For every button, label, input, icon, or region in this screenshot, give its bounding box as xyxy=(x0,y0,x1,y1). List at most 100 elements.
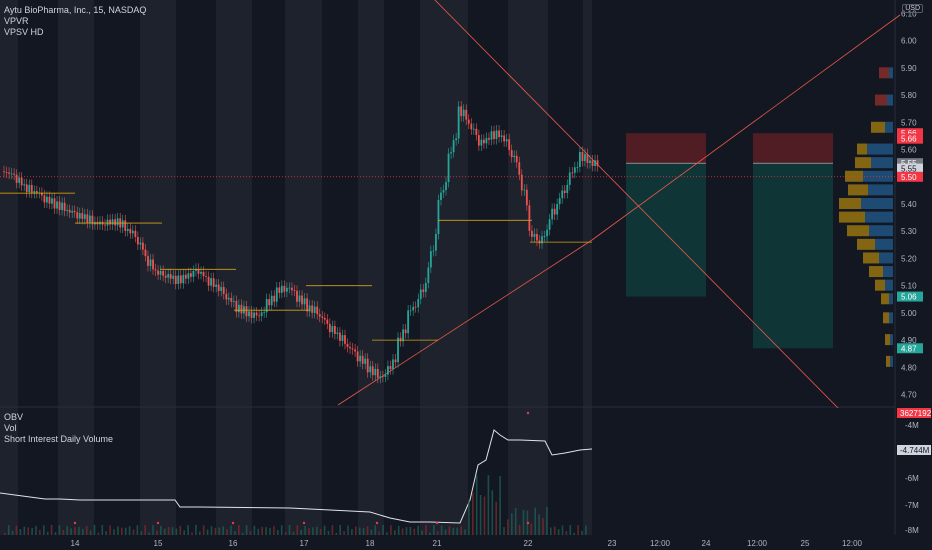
volume-bar xyxy=(553,526,556,535)
time-tick-label: 14 xyxy=(71,539,80,548)
candle-body xyxy=(212,278,215,287)
candle-body xyxy=(475,128,478,136)
candle-body xyxy=(129,228,132,234)
candle-body xyxy=(121,220,124,228)
candle-body xyxy=(498,130,500,138)
candle-body xyxy=(159,270,162,275)
candle-body xyxy=(116,218,119,226)
candle-body xyxy=(202,271,205,277)
volume-bar xyxy=(144,525,146,535)
obv-tag xyxy=(897,408,931,418)
volume-bar xyxy=(183,530,185,535)
volume-bar xyxy=(191,532,193,535)
candle-body xyxy=(525,189,528,206)
volume-bar xyxy=(85,525,88,535)
candle-body xyxy=(139,242,142,245)
volume-bar xyxy=(511,513,513,535)
candle-body xyxy=(551,208,554,220)
symbol-title[interactable]: Aytu BioPharma, Inc., 15, NASDAQ xyxy=(4,5,147,15)
candle-body xyxy=(558,198,561,205)
candle-body xyxy=(432,250,435,252)
candle-body xyxy=(450,152,452,154)
candle-body xyxy=(513,155,516,158)
obv-tick-label: -8M xyxy=(905,526,919,535)
vpvr-bar-up xyxy=(865,211,893,223)
candle-body xyxy=(285,287,288,292)
currency-badge[interactable]: USD xyxy=(902,4,923,13)
candle-body xyxy=(162,270,165,276)
price-tick-label: 6.10 xyxy=(901,9,917,18)
volume-bar xyxy=(448,526,451,535)
price-tick-label: 5.30 xyxy=(901,227,917,236)
volume-bar xyxy=(31,528,33,535)
volume-bar xyxy=(312,527,314,535)
stop-loss-zone xyxy=(753,133,833,164)
candle-body xyxy=(584,154,586,162)
volume-bar xyxy=(101,525,104,535)
volume-bar xyxy=(378,531,380,535)
price-tag-label: 5.55 xyxy=(901,165,917,174)
volume-bar xyxy=(339,525,341,535)
candle-body xyxy=(339,332,341,341)
candle-body xyxy=(258,315,261,317)
candle-body xyxy=(136,236,139,245)
session-band xyxy=(0,0,18,535)
volume-bar xyxy=(167,526,170,535)
vpvr-bar-up xyxy=(869,225,893,237)
volume-bar xyxy=(171,527,174,535)
volume-bar xyxy=(444,529,447,535)
volume-bar xyxy=(323,525,326,535)
volume-bar xyxy=(491,490,494,535)
indicator-obv[interactable]: OBV xyxy=(4,412,24,422)
candle-body xyxy=(573,167,576,173)
candle-body xyxy=(435,234,437,251)
candle-body xyxy=(293,290,296,292)
candle-body xyxy=(419,289,422,299)
candle-body xyxy=(427,267,430,283)
candle-body xyxy=(3,171,5,173)
volume-bar xyxy=(460,526,462,535)
candle-body xyxy=(581,151,584,162)
vpvr-bar-up xyxy=(861,198,893,209)
volume-bar xyxy=(230,525,232,535)
price-tick-label: 5.40 xyxy=(901,200,917,209)
indicator-vol[interactable]: Vol xyxy=(4,423,17,433)
candle-body xyxy=(422,289,425,292)
indicator-vpsv-hd[interactable]: VPSV HD xyxy=(4,27,44,37)
volume-bar xyxy=(534,507,536,535)
volume-bar xyxy=(397,525,400,535)
volume-bar xyxy=(35,526,37,535)
volume-bar xyxy=(78,526,80,535)
candle-body xyxy=(210,278,213,286)
volume-bar xyxy=(343,531,345,535)
vpvr-bar-up xyxy=(889,293,893,305)
session-band xyxy=(58,0,94,535)
candle-body xyxy=(480,139,483,146)
candle-body xyxy=(306,298,309,312)
candle-body xyxy=(523,189,526,191)
candle-body xyxy=(541,236,543,244)
candle-body xyxy=(109,219,111,225)
indicator-vpvr[interactable]: VPVR xyxy=(4,16,29,26)
candle-body xyxy=(518,162,521,175)
candle-body xyxy=(412,306,415,311)
candle-body xyxy=(563,190,566,194)
candle-body xyxy=(25,184,28,193)
candle-body xyxy=(275,287,278,302)
vpvr-bar-up xyxy=(867,143,893,155)
volume-bar xyxy=(58,525,61,535)
volume-bar xyxy=(514,508,517,535)
volume-bar xyxy=(436,531,439,535)
volume-bar xyxy=(522,509,525,535)
session-band xyxy=(583,0,592,535)
candle-body xyxy=(553,208,556,215)
candle-body xyxy=(404,329,407,334)
volume-bar xyxy=(4,533,6,535)
indicator-short-interest[interactable]: Short Interest Daily Volume xyxy=(4,434,114,444)
candle-body xyxy=(543,236,546,238)
candle-body xyxy=(328,323,331,333)
vpvr-bar-down xyxy=(839,211,865,223)
volume-bar xyxy=(54,532,57,535)
vpvr-bar-up xyxy=(879,252,893,264)
